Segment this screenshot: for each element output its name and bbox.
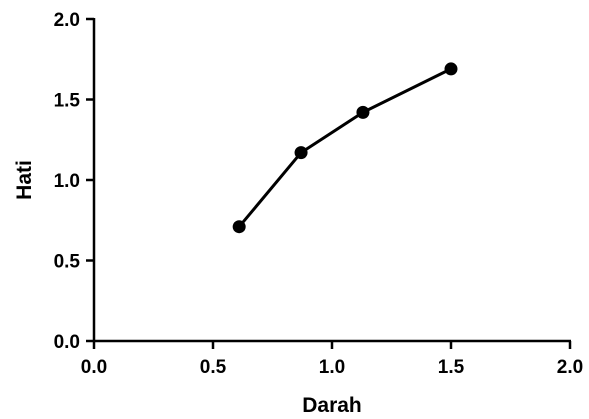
axes <box>92 18 571 343</box>
y-tick-label: 0.0 <box>54 332 80 353</box>
series-layer <box>232 62 458 234</box>
data-point <box>356 105 370 119</box>
data-point <box>232 220 246 234</box>
x-tick-label: 1.5 <box>438 357 465 378</box>
y-axis-ticks: 0.0 0.5 1.0 1.5 2.0 <box>54 10 94 353</box>
x-tick-label: 2.0 <box>557 357 583 378</box>
y-tick-label: 2.0 <box>54 10 80 31</box>
y-tick-label: 1.0 <box>54 171 80 192</box>
y-axis-title: Hati <box>13 160 36 200</box>
y-tick-label: 1.5 <box>54 91 81 112</box>
x-axis-ticks: 0.0 0.5 1.0 1.5 2.0 <box>81 341 583 378</box>
series-line <box>238 67 452 228</box>
x-tick-label: 0.5 <box>200 357 227 378</box>
x-tick-label: 0.0 <box>81 357 107 378</box>
x-tick-label: 1.0 <box>319 357 345 378</box>
x-axis-title: Darah <box>302 394 362 417</box>
data-point <box>444 62 458 76</box>
data-point <box>294 146 308 160</box>
y-tick-label: 0.5 <box>54 252 81 273</box>
